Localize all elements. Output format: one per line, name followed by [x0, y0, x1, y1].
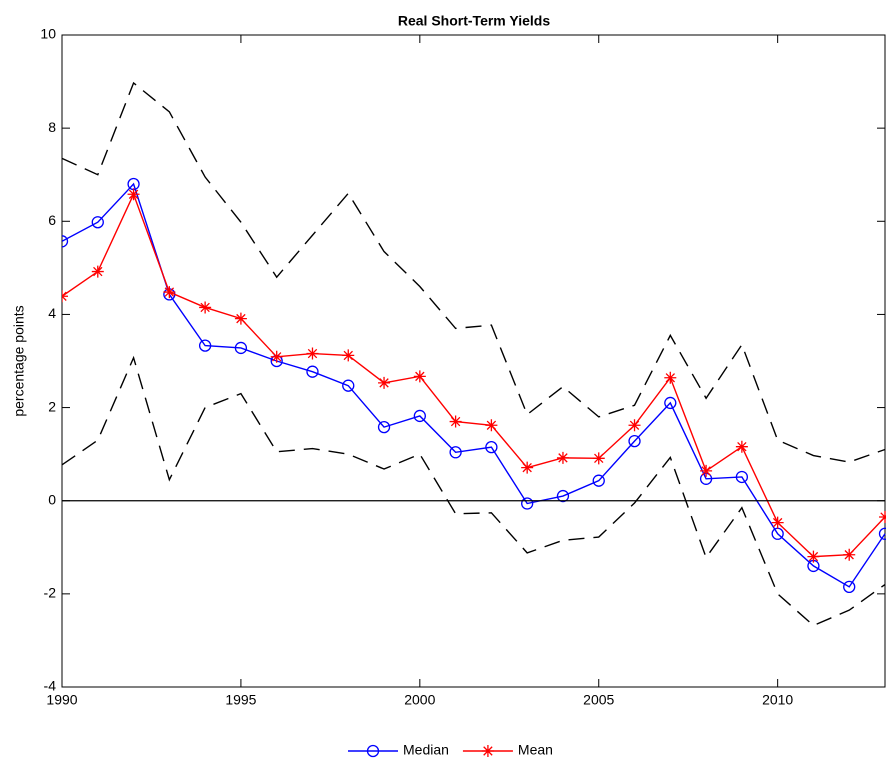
marker — [629, 419, 641, 431]
y-tick-label: -2 — [44, 585, 57, 601]
marker — [772, 517, 784, 529]
marker — [271, 351, 283, 363]
marker — [736, 441, 748, 453]
y-axis-label: percentage points — [11, 305, 27, 416]
y-tick-label: 0 — [48, 491, 56, 507]
marker — [378, 377, 390, 389]
x-tick-label: 1990 — [46, 692, 77, 708]
legend-label: Mean — [518, 742, 553, 758]
marker — [482, 745, 494, 757]
marker — [235, 313, 247, 325]
marker — [450, 416, 462, 428]
x-tick-label: 2000 — [404, 692, 435, 708]
marker — [128, 188, 140, 200]
marker — [593, 452, 605, 464]
marker — [521, 462, 533, 474]
marker — [414, 370, 426, 382]
marker — [485, 419, 497, 431]
marker — [664, 372, 676, 384]
marker — [163, 286, 175, 298]
marker — [92, 266, 104, 278]
y-tick-label: 6 — [48, 212, 56, 228]
y-tick-label: 10 — [40, 26, 56, 42]
y-tick-label: 8 — [48, 119, 56, 135]
y-tick-label: 2 — [48, 398, 56, 414]
marker — [807, 551, 819, 563]
chart-title: Real Short-Term Yields — [398, 13, 550, 29]
marker — [557, 452, 569, 464]
y-tick-label: 4 — [48, 305, 56, 321]
legend-label: Median — [403, 742, 449, 758]
x-tick-label: 1995 — [225, 692, 256, 708]
marker — [342, 349, 354, 361]
marker — [306, 348, 318, 360]
marker — [843, 549, 855, 561]
marker — [700, 465, 712, 477]
x-tick-label: 2005 — [583, 692, 614, 708]
x-tick-label: 2010 — [762, 692, 793, 708]
marker — [199, 301, 211, 313]
